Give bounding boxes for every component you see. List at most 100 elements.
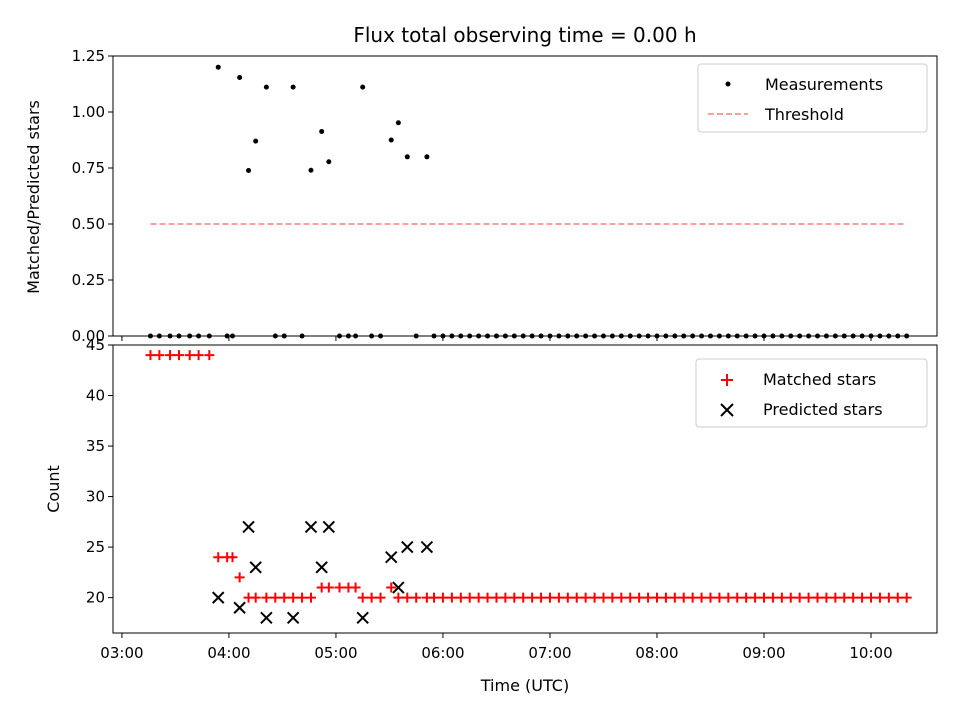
matched-stars-point bbox=[473, 592, 484, 603]
matched-stars-point bbox=[500, 592, 511, 603]
matched-stars-point bbox=[464, 592, 475, 603]
bottom-panel: 20 25 30 35 40 45 03:00 04:00 05:00 06:00 07:00 08… bbox=[44, 336, 938, 695]
matched-stars-point bbox=[660, 592, 671, 603]
y-tick-label: 0.50 bbox=[72, 215, 105, 233]
bottom-panel-y-label: Count bbox=[44, 465, 63, 513]
measurements-point bbox=[215, 64, 221, 70]
legend-marker-predicted-stars bbox=[720, 403, 734, 417]
matched-stars-point bbox=[446, 592, 457, 603]
y-tick-label: 1.25 bbox=[72, 47, 105, 65]
bottom-panel-legend: Matched stars Predicted stars bbox=[695, 358, 928, 428]
legend-label-matched-stars: Matched stars bbox=[763, 370, 876, 389]
matched-stars-point bbox=[323, 582, 334, 593]
top-panel-marks bbox=[147, 64, 910, 339]
x-tick-label: 09:00 bbox=[742, 644, 785, 662]
matched-stars-point bbox=[580, 592, 591, 603]
matched-stars-point bbox=[455, 592, 466, 603]
matched-stars-point bbox=[598, 592, 609, 603]
measurements-point bbox=[263, 84, 269, 90]
measurements-point bbox=[424, 154, 430, 160]
matched-stars-point bbox=[901, 592, 912, 603]
matched-stars-point bbox=[723, 592, 734, 603]
matched-stars-point bbox=[350, 582, 361, 593]
matched-stars-point bbox=[270, 592, 281, 603]
matched-stars-point bbox=[482, 592, 493, 603]
matched-stars-point bbox=[616, 592, 627, 603]
top-panel-x-ticks bbox=[121, 336, 872, 341]
measurements-point bbox=[360, 84, 366, 90]
x-tick-label: 06:00 bbox=[421, 644, 464, 662]
matched-stars-point bbox=[821, 592, 832, 603]
matched-stars-point bbox=[536, 592, 547, 603]
matched-stars-point bbox=[643, 592, 654, 603]
y-tick-label: 1.00 bbox=[72, 103, 105, 121]
matched-stars-point bbox=[830, 592, 841, 603]
x-tick-label: 05:00 bbox=[314, 644, 357, 662]
matched-stars-point bbox=[204, 350, 215, 361]
matched-stars-point bbox=[145, 350, 156, 361]
matched-stars-point bbox=[678, 592, 689, 603]
predicted-stars-point bbox=[356, 611, 369, 625]
measurements-point bbox=[395, 120, 401, 126]
matched-stars-point bbox=[213, 552, 224, 563]
legend-label-predicted-stars: Predicted stars bbox=[763, 400, 883, 419]
predicted-stars-point bbox=[392, 581, 405, 594]
matched-stars-point bbox=[288, 592, 299, 603]
measurements-point bbox=[308, 167, 314, 173]
matched-stars-point bbox=[411, 592, 422, 603]
measurements-point bbox=[290, 84, 296, 90]
matched-stars-point bbox=[848, 592, 859, 603]
matched-stars-point bbox=[750, 592, 761, 603]
measurements-point bbox=[388, 137, 394, 143]
measurements-point bbox=[253, 138, 259, 144]
matched-stars-point bbox=[279, 592, 290, 603]
matched-stars-point bbox=[154, 350, 165, 361]
predicted-stars-point bbox=[401, 540, 414, 554]
matched-stars-point bbox=[607, 592, 618, 603]
top-panel-y-ticks: 0.00 0.25 0.50 0.75 1.00 1.25 bbox=[72, 47, 113, 345]
matched-stars-point bbox=[193, 350, 204, 361]
matched-stars-point bbox=[874, 592, 885, 603]
matched-stars-point bbox=[669, 592, 680, 603]
matched-stars-point bbox=[402, 592, 413, 603]
predicted-stars-point bbox=[249, 561, 262, 574]
x-tick-label: 10:00 bbox=[849, 644, 892, 662]
legend-frame bbox=[695, 358, 928, 428]
chart-title: Flux total observing time = 0.00 h bbox=[353, 23, 696, 47]
y-tick-label: 40 bbox=[86, 387, 105, 405]
top-panel-legend: Measurements Threshold bbox=[697, 63, 928, 133]
x-axis-label: Time (UTC) bbox=[480, 676, 569, 695]
matched-stars-point bbox=[892, 592, 903, 603]
matched-stars-point bbox=[553, 592, 564, 603]
measurements-point bbox=[326, 159, 332, 165]
matched-stars-point bbox=[839, 592, 850, 603]
bottom-panel-marks bbox=[145, 350, 912, 625]
predicted-stars-point bbox=[315, 561, 328, 574]
measurements-point bbox=[237, 75, 243, 81]
y-tick-label: 0.25 bbox=[72, 271, 105, 289]
matched-stars-point bbox=[366, 592, 377, 603]
matched-stars-point bbox=[305, 592, 316, 603]
matched-stars-point bbox=[250, 592, 261, 603]
y-tick-label: 25 bbox=[86, 538, 105, 556]
matched-stars-point bbox=[509, 592, 520, 603]
matched-stars-point bbox=[234, 572, 245, 583]
matched-stars-point bbox=[393, 592, 404, 603]
matched-stars-point bbox=[589, 592, 600, 603]
matched-stars-point bbox=[857, 592, 868, 603]
x-tick-label: 03:00 bbox=[100, 644, 143, 662]
matched-stars-point bbox=[812, 592, 823, 603]
matched-stars-point bbox=[785, 592, 796, 603]
matched-stars-point bbox=[173, 350, 184, 361]
matched-stars-point bbox=[544, 592, 555, 603]
bottom-panel-y-ticks: 20 25 30 35 40 45 bbox=[86, 336, 113, 607]
matched-stars-point bbox=[527, 592, 538, 603]
matched-stars-point bbox=[696, 592, 707, 603]
matched-stars-point bbox=[334, 582, 345, 593]
matched-stars-point bbox=[429, 592, 440, 603]
predicted-stars-point bbox=[304, 520, 318, 534]
predicted-stars-point bbox=[212, 591, 225, 604]
x-tick-label: 07:00 bbox=[528, 644, 571, 662]
predicted-stars-point bbox=[420, 540, 434, 554]
